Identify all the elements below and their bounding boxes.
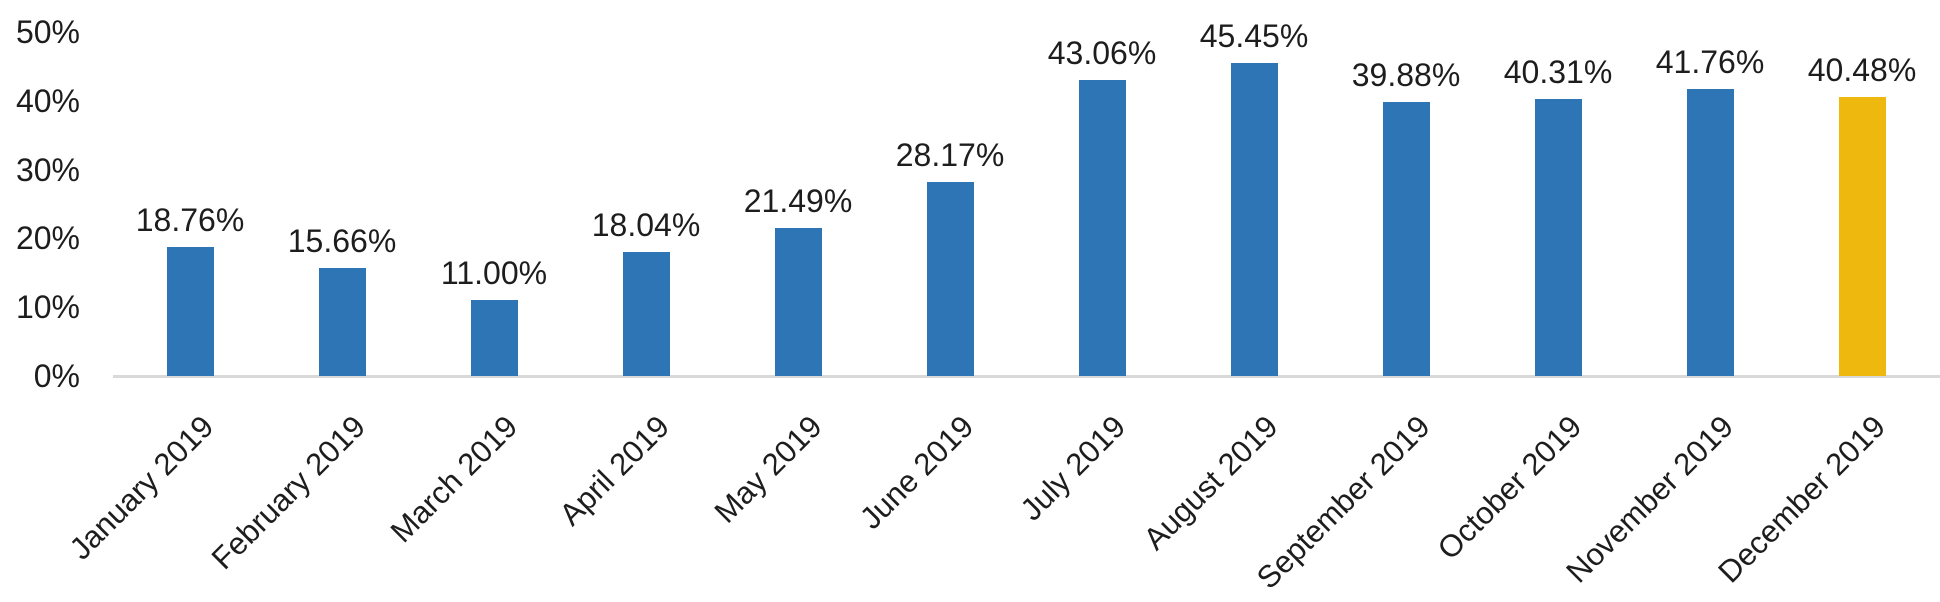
bar-august-2019: [1230, 63, 1278, 376]
x-tick-label-august-2019: August 2019: [1136, 408, 1285, 557]
bar-september-2019: [1382, 101, 1430, 376]
bar-june-2019: [926, 182, 974, 376]
x-tick-label-february-2019: February 2019: [205, 408, 373, 577]
x-axis-line: [113, 375, 1940, 378]
bar-july-2019: [1078, 79, 1126, 376]
bar-value-label-june-2019: 28.17%: [895, 137, 1005, 174]
bar-value-label-march-2019: 11.00%: [440, 255, 548, 292]
x-tick-label-march-2019: March 2019: [383, 408, 525, 550]
y-tick-label-20-: 20%: [15, 220, 80, 257]
y-tick-label-0-: 0%: [33, 358, 80, 394]
bar-value-label-may-2019: 21.49%: [743, 183, 853, 220]
bar-value-label-december-2019: 40.48%: [1807, 52, 1917, 89]
bar-value-label-august-2019: 45.45%: [1199, 18, 1309, 55]
bar-may-2019: [774, 228, 822, 376]
bar-value-label-february-2019: 15.66%: [287, 223, 397, 260]
bar-value-label-july-2019: 43.06%: [1047, 34, 1157, 71]
bar-november-2019: [1686, 88, 1734, 376]
x-tick-label-january-2019: January 2019: [62, 408, 221, 567]
bar-january-2019: [166, 246, 214, 376]
bar-value-label-april-2019: 18.04%: [591, 206, 701, 243]
bar-february-2019: [318, 268, 366, 376]
bar-october-2019: [1534, 98, 1582, 376]
bar-december-2019: [1838, 97, 1886, 376]
bar-value-label-january-2019: 18.76%: [135, 201, 245, 238]
bar-april-2019: [622, 251, 670, 376]
x-tick-label-june-2019: June 2019: [853, 408, 981, 536]
y-tick-label-10-: 10%: [15, 289, 80, 326]
bar-march-2019: [470, 300, 518, 376]
y-tick-label-40-: 40%: [15, 82, 80, 119]
x-tick-label-july-2019: July 2019: [1013, 408, 1133, 528]
x-tick-label-may-2019: May 2019: [707, 408, 829, 530]
bar-value-label-november-2019: 41.76%: [1655, 43, 1765, 80]
x-tick-label-april-2019: April 2019: [552, 408, 677, 533]
y-tick-label-50-: 50%: [15, 14, 80, 50]
bar-value-label-september-2019: 39.88%: [1351, 56, 1461, 93]
x-tick-label-october-2019: October 2019: [1430, 408, 1589, 567]
bar-value-label-october-2019: 40.31%: [1503, 53, 1613, 90]
y-tick-label-30-: 30%: [15, 151, 80, 188]
